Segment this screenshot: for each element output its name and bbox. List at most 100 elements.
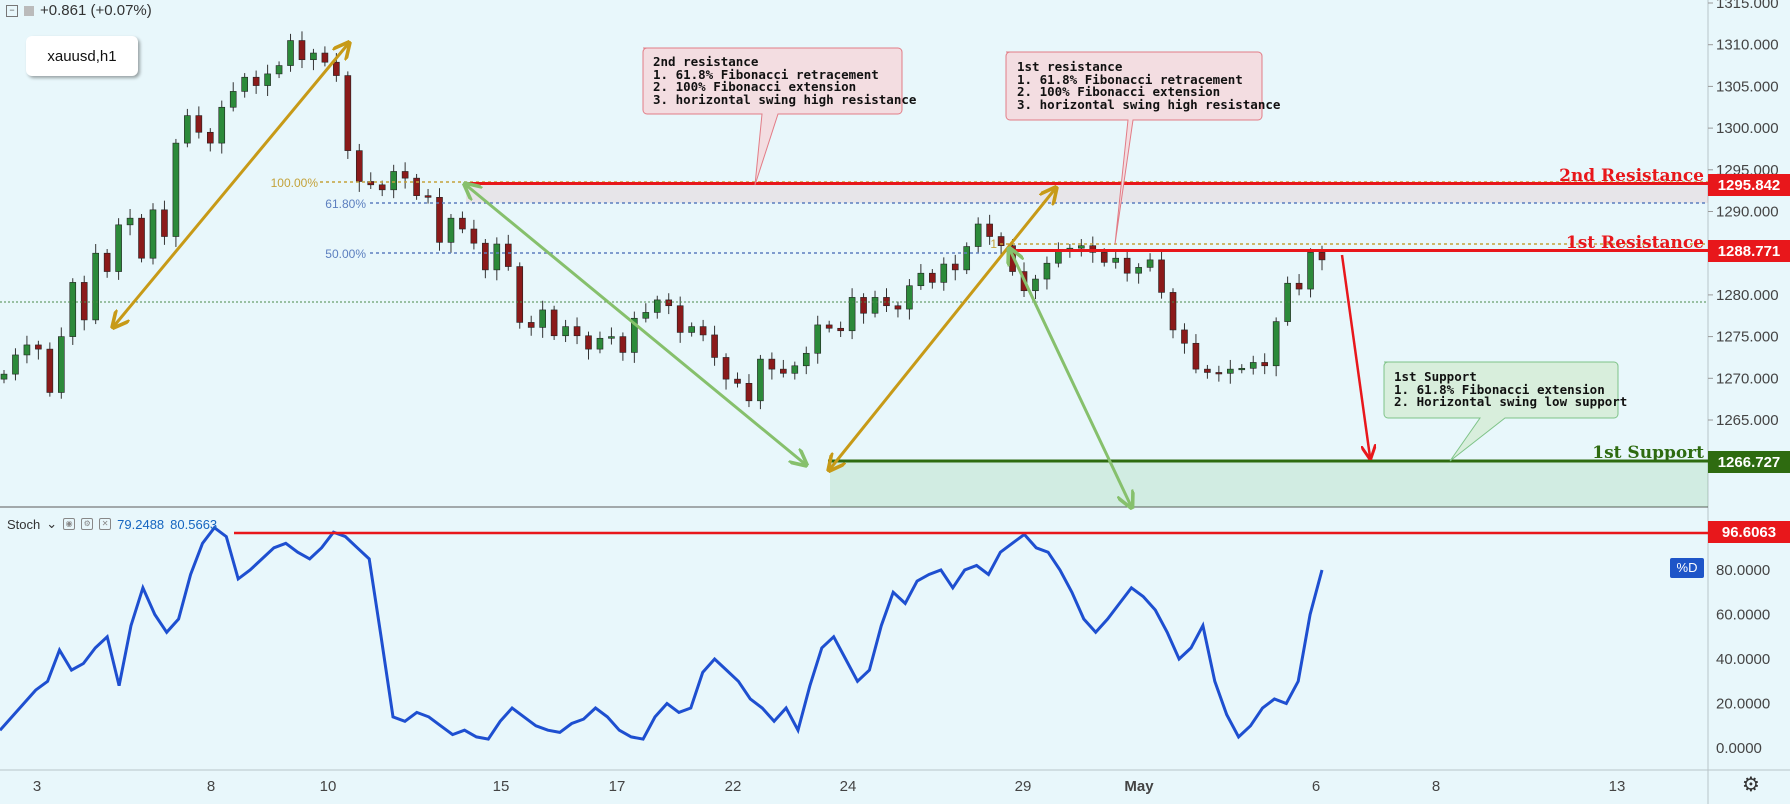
- candle-body: [699, 326, 707, 336]
- stoch-tick-label: 40.0000: [1716, 651, 1770, 668]
- candle-body: [333, 61, 340, 76]
- symbol-change-bar: − +0.861 (+0.07%): [6, 2, 152, 19]
- candle-body: [974, 223, 982, 247]
- r1-value-badge-bg: [1708, 240, 1790, 262]
- candle-body: [1307, 252, 1314, 290]
- upswing-arrow-2: [830, 189, 1055, 469]
- stoch-tick-label: 20.0000: [1716, 696, 1770, 713]
- fib-100-label: 100.00%: [271, 176, 319, 190]
- price-tick-label: 1290.000: [1716, 204, 1779, 221]
- candle-body: [218, 106, 226, 144]
- time-axis: 3 8 10 15 17 22 24 29 May 6 8 13: [33, 778, 1626, 795]
- candle-body: [802, 352, 810, 367]
- candle-body: [459, 217, 466, 230]
- candle-body: [791, 365, 799, 374]
- forecast-arrow: [1340, 254, 1370, 457]
- candle-body: [1204, 368, 1211, 373]
- stoch-name[interactable]: Stoch: [7, 516, 41, 532]
- candle-body: [1055, 251, 1062, 264]
- time-tick-label: 24: [840, 778, 857, 795]
- candle-body: [1032, 278, 1039, 292]
- candle-body: [1295, 282, 1303, 290]
- candle-body: [115, 224, 122, 272]
- candle-body: [1135, 267, 1142, 274]
- candle-body: [768, 358, 776, 370]
- time-tick-label: 15: [493, 778, 510, 795]
- upswing-arrow-1: [114, 44, 348, 326]
- note-r2-text: 2nd resistance 1. 61.8% Fibonacci retrac…: [653, 54, 917, 107]
- downswing-arrow: [466, 185, 805, 464]
- candle-body: [0, 373, 8, 380]
- chevron-down-icon[interactable]: ⌄: [46, 516, 58, 531]
- candle-body: [1043, 262, 1051, 280]
- candle-body: [516, 266, 524, 323]
- candle-body: [264, 73, 271, 86]
- candle-body: [229, 91, 237, 108]
- candle-body: [814, 324, 822, 354]
- flag-icon[interactable]: [24, 5, 34, 16]
- price-tick-label: 1280.000: [1716, 287, 1779, 304]
- stoch-d-line: [0, 525, 1324, 741]
- candle-body: [275, 65, 283, 75]
- price-tick-label: 1315.000: [1716, 0, 1779, 12]
- candle-body: [241, 76, 248, 92]
- candle-body: [69, 282, 77, 337]
- candle-body: [894, 305, 902, 310]
- fib-618-label: 61.80%: [325, 197, 366, 211]
- candle-body: [482, 242, 489, 271]
- support-zone: [830, 461, 1708, 507]
- candle-body: [642, 312, 650, 319]
- candle-body: [138, 217, 145, 259]
- gear-icon[interactable]: ⚙: [1742, 772, 1760, 796]
- candle-body: [310, 52, 317, 61]
- price-tick-label: 1300.000: [1716, 120, 1779, 137]
- stoch-header: Stoch ⌄ ◉ ⚙ ✕ 79.2488 80.5663: [7, 516, 217, 532]
- r2-value-badge-bg: [1708, 174, 1790, 196]
- time-tick-label: 10: [320, 778, 337, 795]
- candle-body: [470, 228, 478, 244]
- candle-body: [1181, 329, 1188, 344]
- time-tick-label: 22: [725, 778, 742, 795]
- time-tick-label: 6: [1312, 778, 1320, 795]
- r2-value-badge: 1295.842: [1718, 177, 1781, 194]
- time-tick-label: 13: [1609, 778, 1626, 795]
- s1-value-badge-bg: [1708, 451, 1790, 473]
- candle-body: [825, 324, 833, 329]
- price-change: +0.861 (+0.07%): [40, 2, 152, 19]
- price-tick-label: 1275.000: [1716, 329, 1779, 346]
- candle-body: [573, 326, 581, 337]
- s1-label: 1st Support: [1592, 443, 1704, 463]
- candle-body: [195, 115, 203, 133]
- stoch-value-badge: 96.6063: [1722, 524, 1776, 541]
- stoch-k-value: 79.2488: [117, 516, 165, 532]
- candle-body: [298, 40, 306, 61]
- settings-icon[interactable]: ⚙: [81, 518, 94, 530]
- candle-body: [46, 348, 54, 393]
- candle-body: [929, 272, 936, 283]
- candle-body: [1158, 259, 1165, 293]
- candle-body: [1318, 252, 1326, 261]
- s1-value-badge: 1266.727: [1718, 454, 1781, 471]
- candle-body: [80, 282, 88, 321]
- projection-arrow: [1010, 250, 1131, 506]
- candle-body: [206, 131, 214, 144]
- candle-body: [287, 40, 294, 66]
- note-r1-text: 1st resistance 1. 61.8% Fibonacci retrac…: [1017, 59, 1281, 112]
- collapse-icon[interactable]: −: [6, 4, 18, 17]
- time-tick-label: May: [1124, 778, 1154, 795]
- candle-body: [711, 334, 718, 358]
- close-icon[interactable]: ✕: [99, 518, 112, 530]
- candle-body: [1261, 362, 1268, 367]
- candle-body: [1169, 292, 1177, 331]
- candle-body: [424, 195, 432, 198]
- candle-body: [596, 337, 604, 350]
- candle-body: [184, 115, 191, 144]
- stoch-tick-label: 60.0000: [1716, 607, 1770, 624]
- eye-icon[interactable]: ◉: [63, 518, 76, 530]
- r2-label: 2nd Resistance: [1559, 166, 1704, 186]
- candle-body: [986, 223, 993, 237]
- candle-body: [172, 142, 180, 237]
- candle-body: [35, 344, 42, 350]
- candle-body: [860, 297, 867, 314]
